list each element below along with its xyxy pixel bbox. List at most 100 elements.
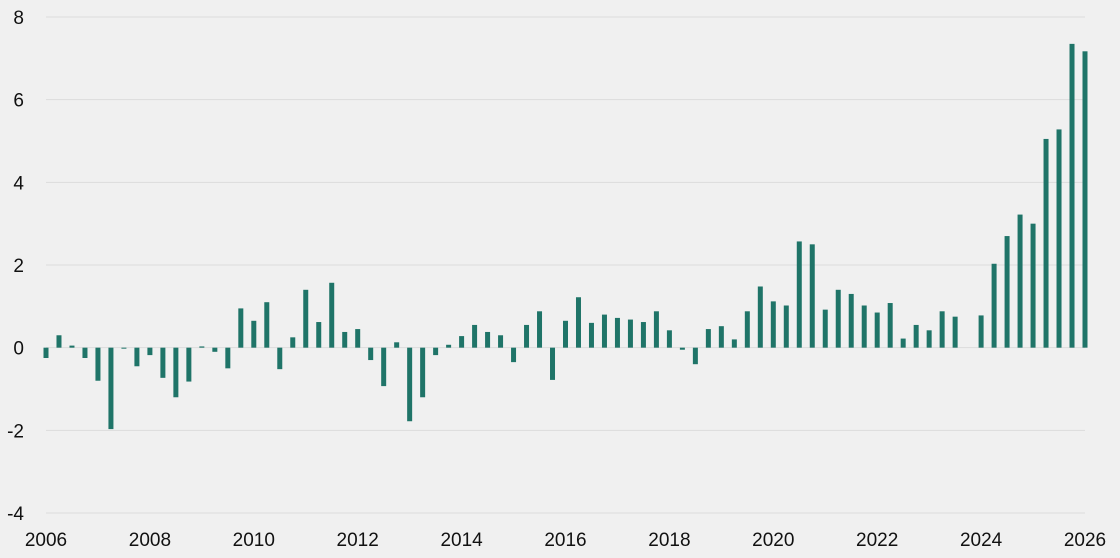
bar bbox=[186, 347, 192, 382]
bar bbox=[524, 324, 530, 348]
x-axis-tick-labels: 2006 2008 2010 2012 2014 2016 2018 2020 2022 2024… bbox=[25, 530, 1106, 551]
bar bbox=[368, 347, 374, 361]
bar bbox=[303, 289, 309, 348]
bar bbox=[342, 331, 348, 348]
bar bbox=[614, 317, 620, 348]
bar bbox=[121, 347, 127, 349]
x-tick-label: 2010 bbox=[233, 530, 275, 551]
bar bbox=[316, 322, 322, 348]
bar bbox=[550, 347, 556, 380]
bar bbox=[1056, 129, 1062, 348]
bar bbox=[575, 297, 581, 348]
y-tick-label: -4 bbox=[7, 504, 24, 525]
bar bbox=[472, 324, 478, 348]
bar bbox=[939, 311, 945, 348]
bar bbox=[147, 347, 153, 356]
bar bbox=[848, 293, 854, 348]
bar bbox=[731, 339, 737, 348]
bar bbox=[56, 335, 62, 348]
x-tick-label: 2024 bbox=[960, 530, 1003, 551]
bar bbox=[82, 347, 88, 358]
bar bbox=[1043, 138, 1049, 348]
y-tick-label: 4 bbox=[13, 173, 24, 194]
bar bbox=[290, 337, 296, 348]
x-tick-label: 2012 bbox=[337, 530, 379, 551]
x-tick-label: 2022 bbox=[856, 530, 898, 551]
bar bbox=[783, 305, 789, 348]
x-tick-label: 2008 bbox=[129, 530, 171, 551]
bar bbox=[537, 311, 543, 348]
bar bbox=[225, 347, 231, 369]
bar bbox=[744, 311, 750, 348]
bar bbox=[1082, 51, 1088, 348]
x-tick-label: 2020 bbox=[752, 530, 794, 551]
bar bbox=[69, 345, 75, 348]
bar bbox=[705, 329, 711, 348]
x-tick-label: 2016 bbox=[544, 530, 586, 551]
bar bbox=[718, 326, 724, 348]
bar bbox=[173, 347, 179, 398]
y-tick-label: 8 bbox=[13, 8, 24, 29]
bar bbox=[446, 344, 452, 348]
bar bbox=[653, 311, 659, 348]
bar bbox=[913, 324, 919, 348]
y-tick-label: 2 bbox=[13, 256, 24, 277]
y-axis-tick-labels: -4 -2 0 2 4 6 8 bbox=[7, 8, 24, 525]
bar bbox=[459, 336, 465, 348]
bar bbox=[640, 322, 646, 348]
bar bbox=[238, 308, 244, 348]
x-tick-label: 2006 bbox=[25, 530, 67, 551]
bar bbox=[134, 347, 140, 367]
bar bbox=[108, 347, 114, 430]
bar bbox=[809, 244, 815, 348]
bar bbox=[926, 330, 932, 348]
bar bbox=[991, 263, 997, 348]
bars bbox=[43, 43, 1088, 430]
bar bbox=[978, 315, 984, 348]
bar bbox=[835, 289, 841, 348]
bar bbox=[952, 316, 958, 348]
bar bbox=[861, 305, 867, 348]
y-tick-label: 0 bbox=[13, 339, 24, 360]
bar bbox=[420, 347, 426, 398]
bar bbox=[1017, 214, 1023, 348]
x-tick-label: 2014 bbox=[440, 530, 483, 551]
bar bbox=[355, 329, 361, 348]
bar bbox=[394, 342, 400, 348]
bar bbox=[381, 347, 387, 387]
bar bbox=[679, 347, 685, 350]
bar bbox=[329, 282, 335, 348]
bar bbox=[1069, 43, 1075, 348]
bar bbox=[588, 322, 594, 348]
bar bbox=[251, 320, 257, 348]
bar bbox=[887, 303, 893, 348]
bar bbox=[770, 301, 776, 348]
bar bbox=[1030, 223, 1036, 348]
bar bbox=[511, 347, 517, 363]
bar bbox=[277, 347, 283, 370]
y-tick-label: 6 bbox=[13, 91, 24, 112]
bar bbox=[160, 347, 166, 378]
x-tick-label: 2026 bbox=[1064, 530, 1106, 551]
bar bbox=[900, 338, 906, 348]
bar bbox=[796, 241, 802, 348]
bar bbox=[498, 335, 504, 348]
bar bbox=[627, 319, 633, 348]
bar bbox=[692, 347, 698, 365]
bar bbox=[485, 331, 491, 348]
bar bbox=[822, 309, 828, 348]
bar bbox=[1004, 236, 1010, 348]
bar bbox=[264, 302, 270, 348]
bar bbox=[601, 314, 607, 348]
bar bbox=[757, 286, 763, 348]
bar bbox=[212, 347, 218, 352]
bar bbox=[666, 330, 672, 348]
x-tick-label: 2018 bbox=[648, 530, 690, 551]
bar bbox=[563, 320, 568, 348]
bar bbox=[433, 347, 439, 356]
bar bbox=[43, 347, 49, 358]
bar bbox=[407, 347, 413, 422]
bar bbox=[199, 346, 205, 348]
